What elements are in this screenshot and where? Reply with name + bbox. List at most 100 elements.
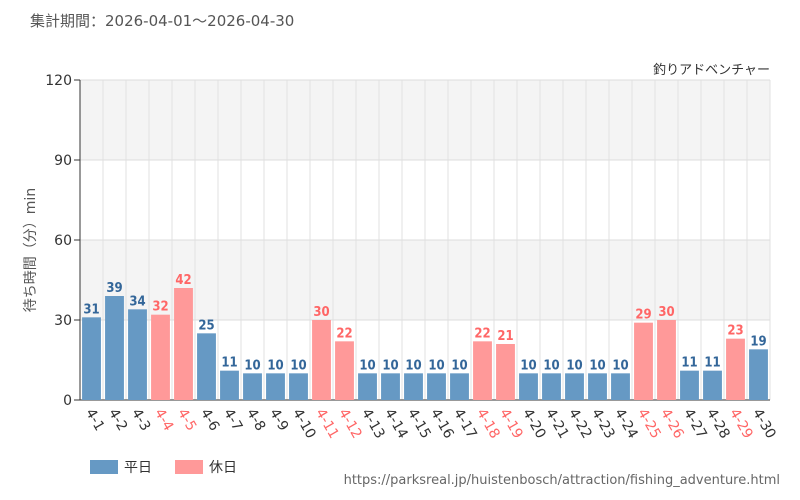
bar: [266, 373, 285, 400]
x-tick-label: 4-14: [381, 406, 411, 442]
bar: [105, 296, 124, 400]
bar-value-label: 22: [474, 326, 490, 341]
x-tick-label: 4-26: [657, 406, 687, 442]
bar: [381, 373, 400, 400]
bar-value-label: 11: [221, 356, 237, 371]
x-tick-label: 4-9: [266, 406, 291, 434]
x-tick-label: 4-4: [151, 406, 176, 434]
bar: [220, 370, 239, 400]
bar-value-label: 23: [727, 324, 743, 339]
bar: [82, 317, 101, 400]
bar-value-label: 11: [681, 356, 697, 371]
x-tick-label: 4-27: [680, 406, 710, 442]
bar: [128, 309, 147, 400]
y-tick-label: 90: [54, 153, 72, 169]
bar-value-label: 10: [589, 358, 605, 373]
legend-weekday-swatch: [90, 460, 118, 474]
x-tick-label: 4-5: [174, 406, 199, 434]
bar: [634, 322, 653, 400]
x-tick-label: 4-11: [312, 406, 342, 442]
x-tick-label: 4-3: [128, 406, 153, 434]
bar-value-label: 30: [658, 305, 674, 320]
period-label: 集計期間：2026-04-01〜2026-04-30: [30, 12, 295, 30]
bar-value-label: 10: [382, 358, 398, 373]
legend-holiday: 休日: [175, 457, 237, 477]
legend-weekday: 平日: [90, 457, 152, 477]
bar-value-label: 10: [612, 358, 628, 373]
bar: [703, 370, 722, 400]
bar-value-label: 25: [198, 318, 214, 333]
x-tick-label: 4-10: [289, 406, 319, 442]
bar-value-label: 42: [175, 273, 191, 288]
x-tick-label: 4-21: [542, 406, 572, 442]
bar: [427, 373, 446, 400]
bar-value-label: 39: [106, 281, 122, 296]
x-tick-label: 4-25: [634, 406, 664, 442]
bar-value-label: 32: [152, 300, 168, 315]
y-tick-label: 60: [54, 233, 72, 249]
bar: [542, 373, 561, 400]
bar: [496, 344, 515, 400]
x-tick-label: 4-16: [427, 406, 457, 442]
x-tick-label: 4-15: [404, 406, 434, 442]
bar-value-label: 34: [129, 294, 145, 309]
x-tick-label: 4-8: [243, 406, 268, 434]
bar: [174, 288, 193, 400]
bar-value-label: 10: [290, 358, 306, 373]
bar: [358, 373, 377, 400]
x-tick-label: 4-13: [358, 406, 388, 442]
x-tick-label: 4-24: [611, 406, 641, 442]
source-url: https://parksreal.jp/huistenbosch/attrac…: [343, 473, 780, 488]
bar: [749, 349, 768, 400]
y-axis-label: 待ち時間（分）min: [23, 188, 39, 312]
x-tick-label: 4-1: [82, 406, 107, 434]
bar: [335, 341, 354, 400]
x-tick-label: 4-29: [726, 406, 756, 442]
x-tick-label: 4-20: [519, 406, 549, 442]
bar-value-label: 21: [497, 329, 513, 344]
bar: [565, 373, 584, 400]
bar: [404, 373, 423, 400]
x-tick-label: 4-7: [220, 406, 245, 434]
chart-title: 釣りアドベンチャー: [653, 62, 770, 78]
bar-value-label: 22: [336, 326, 352, 341]
bar: [312, 320, 331, 400]
bar-value-label: 30: [313, 305, 329, 320]
bar-value-label: 10: [405, 358, 421, 373]
bar-value-label: 10: [428, 358, 444, 373]
x-tick-label: 4-19: [496, 406, 526, 442]
bar: [588, 373, 607, 400]
x-tick-label: 4-17: [450, 406, 480, 442]
bar: [473, 341, 492, 400]
bar-value-label: 10: [359, 358, 375, 373]
bar: [519, 373, 538, 400]
bar-value-label: 31: [83, 302, 99, 317]
x-tick-label: 4-28: [703, 406, 733, 442]
bar: [289, 373, 308, 400]
legend-weekday-label: 平日: [124, 460, 152, 476]
y-tick-label: 120: [45, 73, 72, 89]
x-tick-label: 4-2: [105, 406, 130, 434]
x-tick-label: 4-12: [335, 406, 365, 442]
bar-value-label: 10: [451, 358, 467, 373]
bar: [680, 370, 699, 400]
legend-holiday-label: 休日: [209, 460, 237, 476]
bar: [197, 333, 216, 400]
bar-value-label: 10: [543, 358, 559, 373]
bar-value-label: 19: [750, 334, 766, 349]
bar: [450, 373, 469, 400]
y-tick-label: 0: [63, 393, 72, 409]
bar: [243, 373, 262, 400]
bar: [151, 314, 170, 400]
bar: [657, 320, 676, 400]
y-tick-label: 30: [54, 313, 72, 329]
x-tick-label: 4-6: [197, 406, 222, 434]
legend-holiday-swatch: [175, 460, 203, 474]
bar-value-label: 10: [566, 358, 582, 373]
x-tick-label: 4-18: [473, 406, 503, 442]
x-tick-label: 4-23: [588, 406, 618, 442]
bar: [611, 373, 630, 400]
x-tick-label: 4-22: [565, 406, 595, 442]
bar: [726, 338, 745, 400]
